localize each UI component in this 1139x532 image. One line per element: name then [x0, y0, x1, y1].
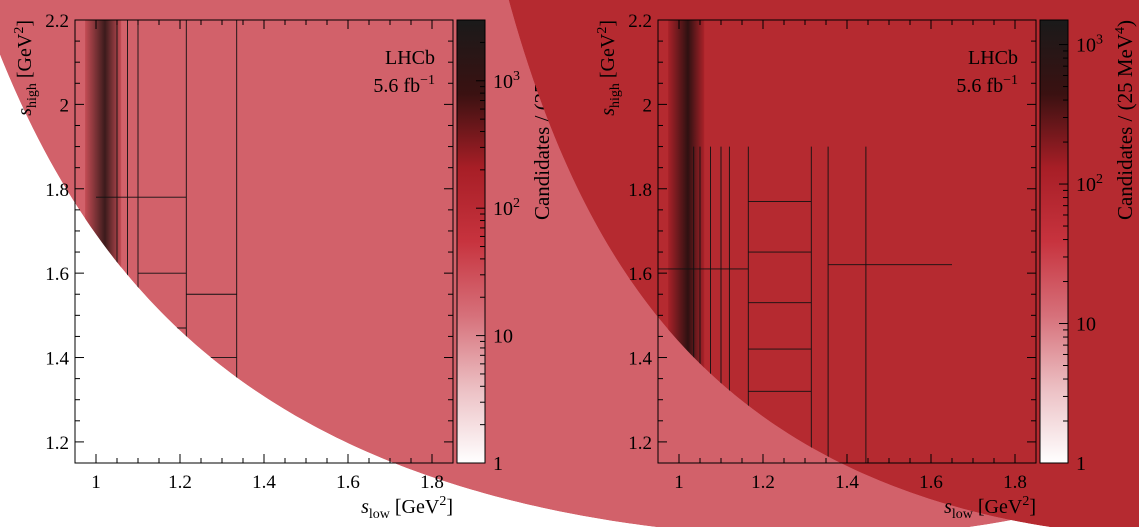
- colorbar-tick-label: 1: [1076, 453, 1086, 475]
- x-axis-title: slow [GeV2]: [944, 494, 1036, 522]
- colorbar-tick-label: 1: [493, 453, 503, 475]
- colorbar-tick-label: 102: [493, 196, 520, 220]
- y-axis-title: shigh [GeV2]: [12, 20, 40, 116]
- colorbar-ticks: [476, 19, 485, 464]
- y-tick-label: 1.8: [45, 180, 69, 201]
- y-tick-label: 2: [60, 95, 70, 116]
- axis-ticks: [657, 19, 1037, 464]
- colorbar-tick-label: 10: [1076, 314, 1096, 336]
- x-tick-label: 1.8: [420, 472, 444, 493]
- colorbar-tick-label: 103: [1076, 33, 1103, 57]
- y-tick-label: 2.2: [45, 11, 69, 32]
- x-tick-label: 1.6: [336, 472, 360, 493]
- colorbar-tick-label: 102: [1076, 172, 1103, 196]
- y-tick-label: 2: [643, 95, 653, 116]
- luminosity-label: 5.6 fb−1: [956, 73, 1018, 97]
- colorbar-tick-label: 103: [493, 69, 520, 93]
- y-tick-label: 2.2: [628, 11, 652, 32]
- colorbar: [1039, 19, 1069, 464]
- experiment-label: LHCb: [968, 47, 1018, 69]
- luminosity-label: 5.6 fb−1: [373, 73, 435, 97]
- y-tick-label: 1.4: [45, 349, 69, 370]
- y-tick-label: 1.6: [45, 264, 69, 285]
- x-tick-label: 1: [91, 472, 101, 493]
- experiment-label: LHCb: [385, 47, 435, 69]
- y-tick-label: 1.2: [45, 433, 69, 454]
- x-tick-label: 1.4: [252, 472, 276, 493]
- colorbar: [456, 19, 486, 464]
- colorbar-ticks: [1059, 44, 1068, 464]
- axis-ticks: [74, 19, 454, 464]
- x-axis-title: slow [GeV2]: [361, 494, 453, 522]
- phi-resonance-band: [85, 20, 122, 463]
- x-tick-label: 1.4: [835, 472, 859, 493]
- y-tick-label: 1.8: [628, 180, 652, 201]
- x-tick-label: 1: [674, 472, 684, 493]
- y-tick-label: 1.4: [628, 349, 652, 370]
- y-tick-label: 1.6: [628, 264, 652, 285]
- colorbar-title: Candidates / (25 MeV4): [1113, 20, 1137, 220]
- colorbar-tick-label: 10: [493, 326, 513, 348]
- y-tick-label: 1.2: [628, 433, 652, 454]
- y-axis-title: shigh [GeV2]: [595, 20, 623, 116]
- x-tick-label: 1.2: [751, 472, 775, 493]
- x-tick-label: 1.6: [919, 472, 943, 493]
- x-tick-label: 1.2: [168, 472, 192, 493]
- x-tick-label: 1.8: [1003, 472, 1027, 493]
